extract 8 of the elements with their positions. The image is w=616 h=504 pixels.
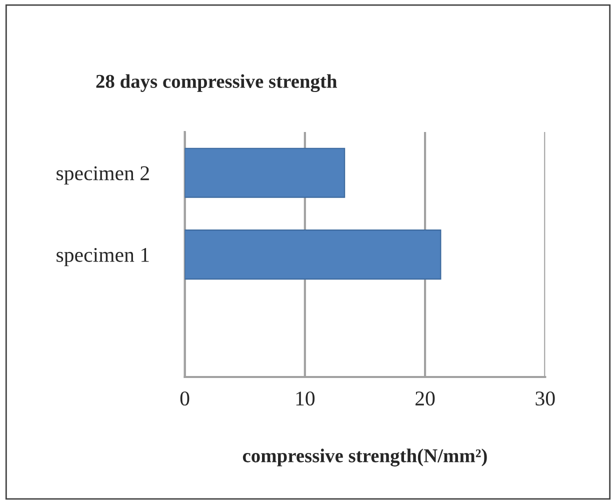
- x-tick-label: 10: [296, 391, 315, 406]
- y-tick-label: specimen 1: [56, 248, 149, 266]
- x-tick-label: 0: [180, 391, 190, 406]
- chart-title: 28 days compressive strength: [96, 74, 337, 92]
- x-axis-title: compressive strength(N/mm²): [242, 448, 487, 466]
- x-tick-label: 20: [416, 391, 435, 406]
- y-tick-label: specimen 2: [56, 166, 149, 185]
- x-tick-label: 30: [536, 391, 555, 406]
